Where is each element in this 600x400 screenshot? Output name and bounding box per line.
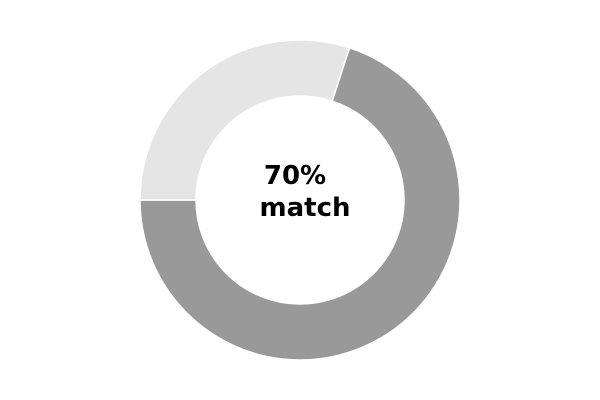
donut-slice-remainder	[139, 39, 351, 201]
center-percent-label: 70%	[263, 161, 327, 191]
center-match-label: match	[259, 193, 351, 223]
donut-slice-match	[139, 46, 461, 361]
center-label: 70% match	[200, 160, 400, 224]
